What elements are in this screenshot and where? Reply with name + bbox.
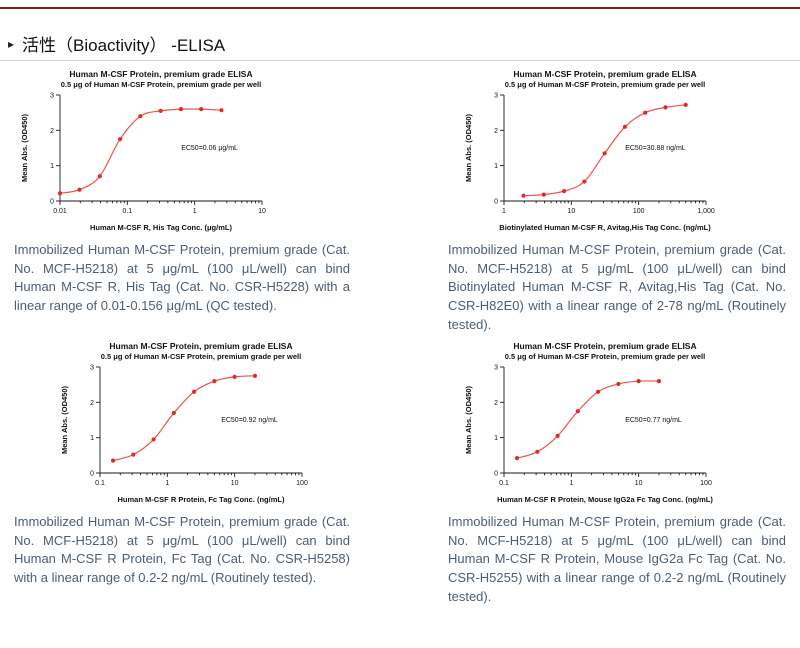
svg-text:3: 3 xyxy=(494,364,498,371)
chart-title: Human M-CSF Protein, premium grade ELISA xyxy=(109,340,293,351)
svg-text:1,000: 1,000 xyxy=(697,208,715,215)
svg-text:0.1: 0.1 xyxy=(122,208,132,215)
chart-x-axis-label: Human M-CSF R, His Tag Conc. (μg/mL) xyxy=(90,223,232,232)
svg-text:2: 2 xyxy=(494,128,498,135)
svg-text:0: 0 xyxy=(494,470,498,477)
chart-x-axis-label: Human M-CSF R Protein, Mouse IgG2a Fc Ta… xyxy=(497,494,713,504)
svg-text:3: 3 xyxy=(50,93,54,100)
svg-text:10: 10 xyxy=(258,208,266,215)
svg-text:2: 2 xyxy=(50,128,54,135)
chart-x-axis-label: Biotinylated Human M-CSF R, Avitag,His T… xyxy=(499,223,711,232)
elisa-panel-1: Human M-CSF Protein, premium grade ELISA… xyxy=(12,69,412,341)
svg-text:EC50=0.77 ng/mL: EC50=0.77 ng/mL xyxy=(625,417,682,424)
panel-description: Immobilized Human M-CSF Protein, premium… xyxy=(448,241,786,333)
svg-text:Mean Abs. (OD450): Mean Abs. (OD450) xyxy=(464,113,473,182)
elisa-panel-3: Human M-CSF Protein, premium grade ELISA… xyxy=(12,341,412,613)
elisa-curve-plot: 0 1 2 3 0.1 1 10 100 Mean Abs. (OD450) EC50=0.92 … xyxy=(60,364,308,487)
svg-text:1: 1 xyxy=(494,163,498,170)
svg-text:EC50=0.06 μg/mL: EC50=0.06 μg/mL xyxy=(181,145,238,152)
svg-text:2: 2 xyxy=(90,400,94,407)
elisa-curve-plot: 0 1 2 3 0.1 1 10 100 Mean Abs. (OD450) EC50=0.77 … xyxy=(464,364,712,487)
bullet-arrow-icon: ▸ xyxy=(8,36,15,51)
svg-text:Mean Abs. (OD450): Mean Abs. (OD450) xyxy=(60,385,69,454)
svg-text:0.01: 0.01 xyxy=(53,208,67,215)
svg-text:EC50=0.92 ng/mL: EC50=0.92 ng/mL xyxy=(221,417,278,424)
panels-grid: Human M-CSF Protein, premium grade ELISA… xyxy=(0,61,800,613)
svg-text:0: 0 xyxy=(494,199,498,206)
chart-2: Human M-CSF Protein, premium grade ELISA… xyxy=(458,69,730,233)
svg-text:0.1: 0.1 xyxy=(499,480,509,487)
svg-text:100: 100 xyxy=(700,480,712,487)
chart-subtitle: 0.5 μg of Human M-CSF Protein, premium g… xyxy=(504,79,706,89)
svg-text:1: 1 xyxy=(502,208,506,215)
svg-text:1: 1 xyxy=(165,480,169,487)
svg-text:1: 1 xyxy=(193,208,197,215)
svg-text:1: 1 xyxy=(494,435,498,442)
svg-text:Mean Abs. (OD450): Mean Abs. (OD450) xyxy=(464,385,473,454)
chart-3: Human M-CSF Protein, premium grade ELISA… xyxy=(54,341,326,505)
svg-text:10: 10 xyxy=(567,208,575,215)
chart-subtitle: 0.5 μg of Human M-CSF Protein, premium g… xyxy=(100,351,302,361)
svg-text:3: 3 xyxy=(90,364,94,371)
panel-description: Immobilized Human M-CSF Protein, premium… xyxy=(448,513,786,605)
chart-title: Human M-CSF Protein, premium grade ELISA xyxy=(69,69,253,79)
chart-subtitle: 0.5 μg of Human M-CSF Protein, premium g… xyxy=(60,79,262,89)
chart-1: Human M-CSF Protein, premium grade ELISA… xyxy=(14,69,286,233)
panel-description: Immobilized Human M-CSF Protein, premium… xyxy=(14,513,350,586)
svg-text:10: 10 xyxy=(635,480,643,487)
panel-description: Immobilized Human M-CSF Protein, premium… xyxy=(14,241,350,314)
svg-text:2: 2 xyxy=(494,400,498,407)
svg-text:1: 1 xyxy=(569,480,573,487)
svg-text:EC50=30.88 ng/mL: EC50=30.88 ng/mL xyxy=(625,145,686,152)
chart-subtitle: 0.5 μg of Human M-CSF Protein, premium g… xyxy=(504,351,706,361)
svg-text:1: 1 xyxy=(90,435,94,442)
chart-x-axis-label: Human M-CSF R Protein, Fc Tag Conc. (ng/… xyxy=(117,494,285,504)
chart-title: Human M-CSF Protein, premium grade ELISA xyxy=(513,69,697,79)
svg-text:Mean Abs. (OD450): Mean Abs. (OD450) xyxy=(20,113,29,182)
svg-text:100: 100 xyxy=(296,480,308,487)
elisa-curve-plot: 0 1 2 3 0.01 0.1 1 10 Mean Abs. (OD450) EC50=0.06… xyxy=(20,93,266,216)
svg-text:100: 100 xyxy=(633,208,645,215)
elisa-panel-4: Human M-CSF Protein, premium grade ELISA… xyxy=(412,341,792,613)
svg-text:0: 0 xyxy=(90,470,94,477)
elisa-panel-2: Human M-CSF Protein, premium grade ELISA… xyxy=(412,69,792,341)
svg-text:10: 10 xyxy=(231,480,239,487)
section-header: ▸ 活性（Bioactivity） -ELISA xyxy=(0,31,800,56)
top-divider xyxy=(0,7,800,9)
chart-4: Human M-CSF Protein, premium grade ELISA… xyxy=(458,341,730,505)
svg-text:0: 0 xyxy=(50,199,54,206)
header-divider xyxy=(0,60,800,61)
svg-text:1: 1 xyxy=(50,163,54,170)
section-title: 活性（Bioactivity） -ELISA xyxy=(22,36,226,55)
svg-text:3: 3 xyxy=(494,93,498,100)
chart-title: Human M-CSF Protein, premium grade ELISA xyxy=(513,340,697,351)
svg-text:0.1: 0.1 xyxy=(95,480,105,487)
